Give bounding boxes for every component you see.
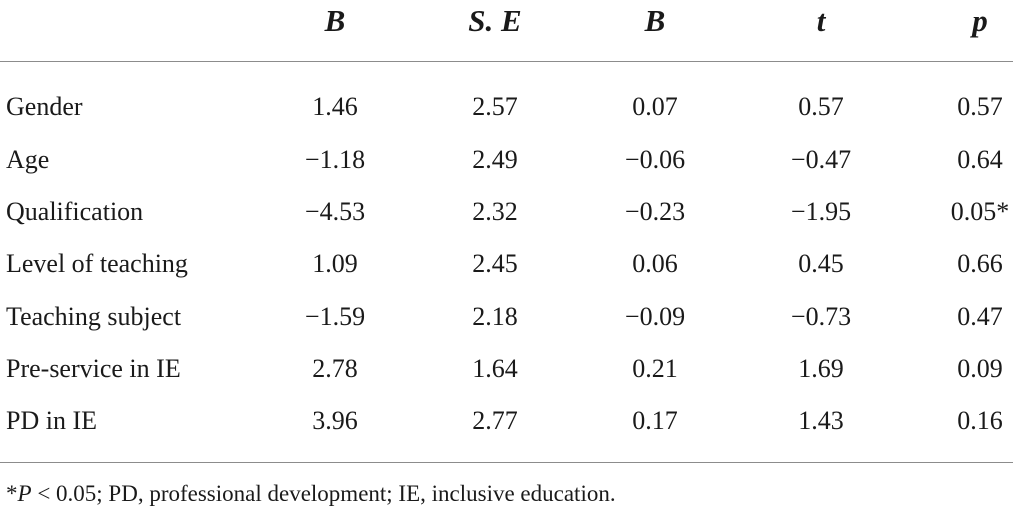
row-label: PD in IE xyxy=(6,406,97,435)
table-row: Age −1.18 2.49 −0.06 −0.47 0.64 xyxy=(0,140,1017,180)
cell-b: 1.09 xyxy=(312,249,358,278)
row-label: Gender xyxy=(6,92,83,121)
cell-beta: 0.21 xyxy=(632,354,678,383)
cell-beta: −0.06 xyxy=(624,145,686,174)
table-row: Gender 1.46 2.57 0.07 0.57 0.57 xyxy=(0,87,1017,127)
header-se: S. E xyxy=(468,3,522,38)
cell-se: 2.77 xyxy=(472,406,518,435)
cell-b: −1.18 xyxy=(304,145,366,174)
cell-se: 2.57 xyxy=(472,92,518,121)
cell-beta: 0.06 xyxy=(632,249,678,278)
cell-b: −4.53 xyxy=(304,197,366,226)
cell-beta: −0.09 xyxy=(624,302,686,331)
footer-rule xyxy=(0,462,1013,463)
table-row: Teaching subject −1.59 2.18 −0.09 −0.73 … xyxy=(0,297,1017,337)
cell-t: −1.95 xyxy=(790,197,852,226)
cell-p: 0.47 xyxy=(957,302,1003,331)
cell-t: −0.47 xyxy=(790,145,852,174)
cell-b: 2.78 xyxy=(312,354,358,383)
footnote-p-symbol: P xyxy=(17,481,32,506)
cell-se: 2.32 xyxy=(472,197,518,226)
row-label: Qualification xyxy=(6,197,144,226)
cell-se: 2.45 xyxy=(472,249,518,278)
table-row: Qualification −4.53 2.32 −0.23 −1.95 0.0… xyxy=(0,192,1017,232)
cell-p: 0.66 xyxy=(957,249,1003,278)
cell-b: −1.59 xyxy=(304,302,366,331)
table-row: Pre-service in IE 2.78 1.64 0.21 1.69 0.… xyxy=(0,349,1017,389)
footnote-text: < 0.05; PD, professional development; IE… xyxy=(31,481,616,506)
row-label: Teaching subject xyxy=(6,302,182,331)
footnote-star: * xyxy=(6,481,18,506)
cell-t: −0.73 xyxy=(790,302,852,331)
cell-se: 1.64 xyxy=(472,354,518,383)
cell-p: 0.09 xyxy=(957,354,1003,383)
header-b: B xyxy=(324,3,346,38)
header-rule xyxy=(0,61,1013,62)
cell-p: 0.64 xyxy=(957,145,1003,174)
header-t: t xyxy=(816,3,826,38)
row-label: Age xyxy=(6,145,50,174)
table-footnote: *P < 0.05; PD, professional development;… xyxy=(6,476,616,512)
cell-p: 0.16 xyxy=(957,406,1003,435)
cell-p: 0.05* xyxy=(950,197,1010,226)
cell-t: 1.69 xyxy=(798,354,844,383)
cell-se: 2.49 xyxy=(472,145,518,174)
cell-t: 0.57 xyxy=(798,92,844,121)
table-row: PD in IE 3.96 2.77 0.17 1.43 0.16 xyxy=(0,401,1017,441)
row-label: Level of teaching xyxy=(6,249,188,278)
cell-b: 3.96 xyxy=(312,406,358,435)
table-row: Level of teaching 1.09 2.45 0.06 0.45 0.… xyxy=(0,244,1017,284)
cell-beta: 0.07 xyxy=(632,92,678,121)
header-beta: B xyxy=(644,3,666,38)
cell-t: 1.43 xyxy=(798,406,844,435)
header-p: p xyxy=(972,3,988,38)
cell-beta: 0.17 xyxy=(632,406,678,435)
cell-se: 2.18 xyxy=(472,302,518,331)
cell-beta: −0.23 xyxy=(624,197,686,226)
cell-p: 0.57 xyxy=(957,92,1003,121)
cell-b: 1.46 xyxy=(312,92,358,121)
row-label: Pre-service in IE xyxy=(6,354,181,383)
cell-t: 0.45 xyxy=(798,249,844,278)
